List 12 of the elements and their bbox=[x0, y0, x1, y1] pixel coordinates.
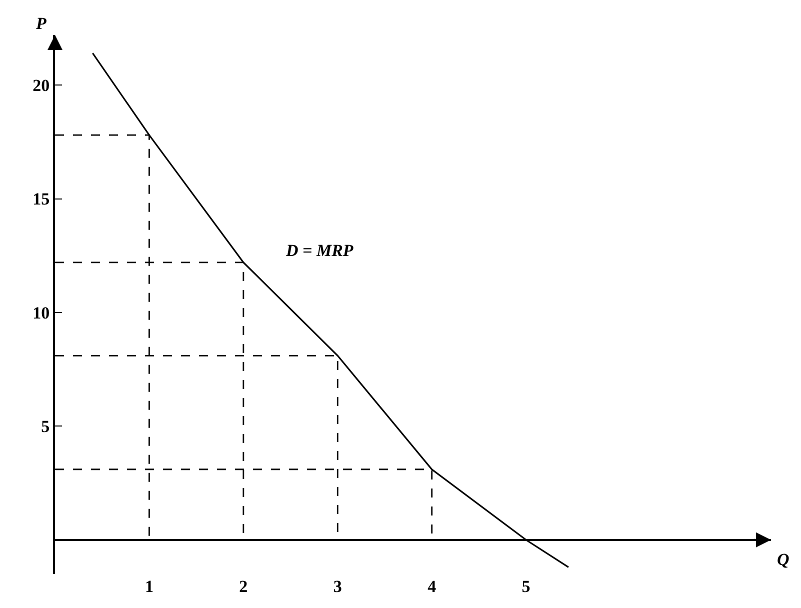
y-tick-label: 5 bbox=[41, 417, 50, 436]
y-axis-title: P bbox=[35, 14, 47, 33]
x-tick-label: 2 bbox=[239, 577, 248, 596]
x-axis-title: Q bbox=[777, 550, 790, 569]
y-tick-label: 20 bbox=[32, 76, 50, 95]
y-tick-label: 10 bbox=[32, 303, 50, 322]
y-tick-label: 15 bbox=[32, 190, 50, 209]
annotation: D = MRP bbox=[285, 241, 354, 260]
x-tick-label: 3 bbox=[333, 577, 342, 596]
x-tick-label: 4 bbox=[428, 577, 437, 596]
x-tick-label: 1 bbox=[144, 577, 154, 596]
x-tick-label: 5 bbox=[522, 577, 530, 596]
